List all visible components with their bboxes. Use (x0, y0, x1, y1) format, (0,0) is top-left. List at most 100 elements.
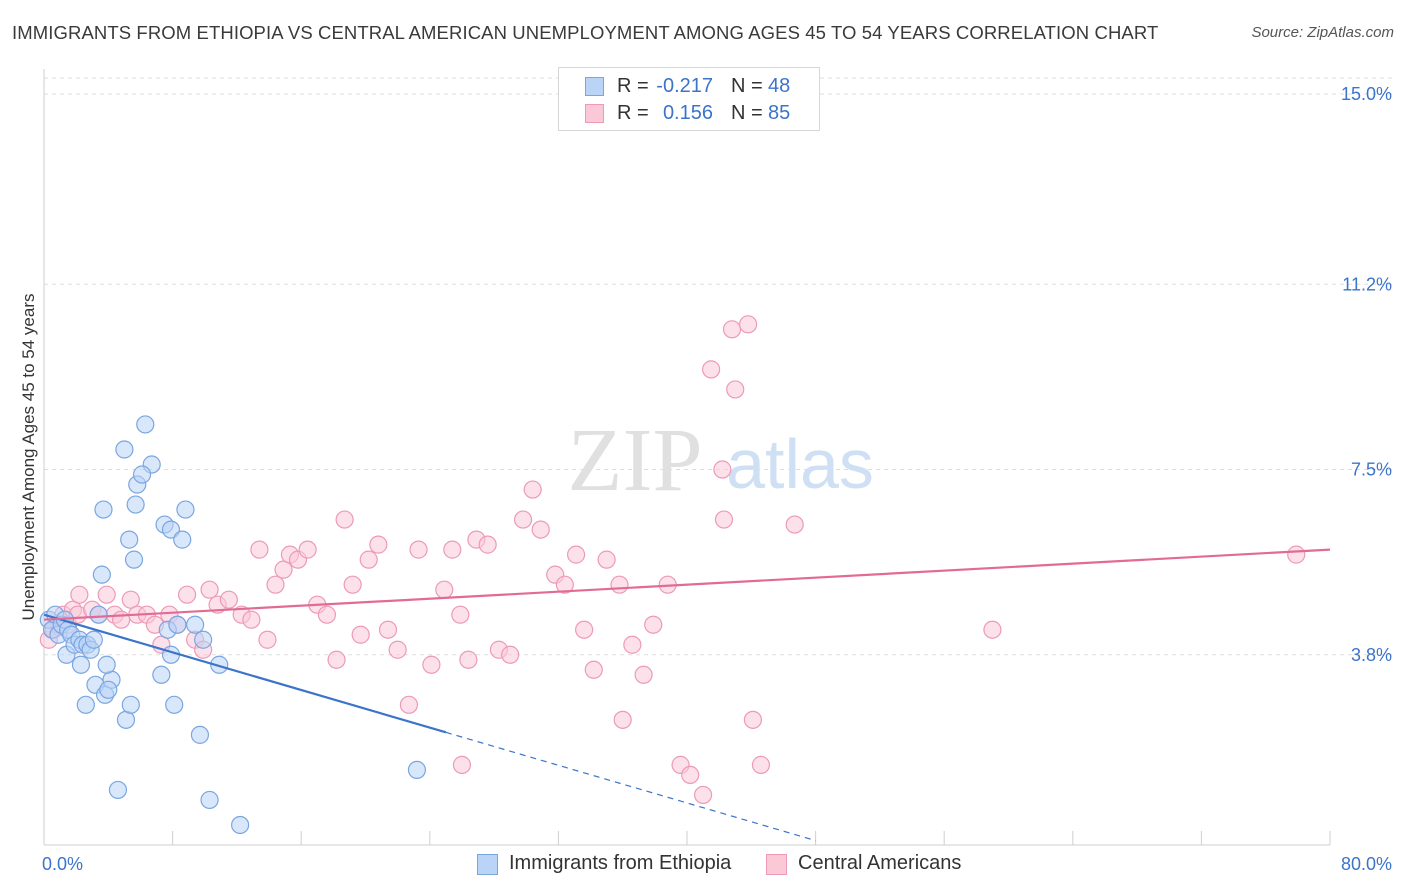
ethiopia-point (76, 695, 95, 714)
ethiopia-point (116, 710, 136, 729)
ethiopia-point (186, 615, 205, 634)
ethiopia-point (194, 630, 213, 649)
legend-swatch-ethiopia (477, 854, 498, 875)
central-americans-point (335, 510, 354, 529)
ethiopia-point (210, 655, 229, 674)
ethiopia-point (231, 815, 250, 835)
chart-title: IMMIGRANTS FROM ETHIOPIA VS CENTRAL AMER… (12, 22, 1159, 43)
central-americans-point (97, 585, 116, 604)
ethiopia-point (92, 565, 111, 584)
ethiopia-point (121, 695, 140, 714)
central-americans-point (523, 480, 542, 499)
n-value: 48 (768, 75, 791, 97)
central-americans-point (327, 650, 346, 669)
central-americans-point (713, 460, 732, 479)
ethiopia-point (115, 440, 134, 459)
ethiopia-point (71, 655, 91, 674)
central-americans-trend-line (43, 548, 1331, 621)
central-americans-point (422, 655, 441, 674)
legend-label-ethiopia: Immigrants from Ethiopia (509, 852, 732, 874)
ethiopia-point (152, 665, 171, 684)
central-americans-point (751, 755, 771, 774)
central-americans-point (644, 615, 663, 634)
ethiopia-point (173, 530, 192, 549)
ethiopia-point (126, 495, 145, 514)
central-americans-point (714, 510, 734, 529)
ethiopia-points (39, 415, 427, 835)
watermark-atlas: atlas (726, 425, 874, 503)
legend-swatch-ethiopia (585, 77, 604, 96)
trend-lines (43, 548, 1331, 842)
y-axis-label: Unemployment Among Ages 45 to 54 years (19, 294, 38, 621)
legend-stats: R = -0.217 N = 48 R = 0.156 N = 85 (558, 67, 820, 131)
legend-swatch-central-americans (766, 854, 787, 875)
y-tick-label: 7.5% (1351, 460, 1392, 480)
central-americans-point (343, 575, 362, 594)
source-text: Source: ZipAtlas.com (1251, 24, 1394, 41)
central-americans-point (378, 620, 398, 639)
central-americans-point (722, 320, 742, 339)
ethiopia-point (136, 415, 155, 434)
central-americans-point (298, 540, 317, 559)
central-americans-point (200, 580, 219, 599)
y-tick-label: 3.8% (1351, 645, 1392, 665)
central-americans-point (785, 515, 804, 534)
central-americans-point (121, 590, 140, 609)
ethiopia-point (120, 530, 139, 549)
ethiopia-trend-line (43, 613, 447, 734)
n-value: 85 (768, 102, 791, 124)
central-americans-point (513, 510, 533, 529)
n-label: N = (731, 102, 763, 124)
central-americans-point (983, 620, 1002, 639)
ethiopia-point (200, 790, 219, 810)
central-americans-point (177, 585, 197, 604)
central-americans-point (584, 660, 603, 679)
central-americans-point (317, 605, 337, 624)
y-tick-label: 11.2% (1342, 274, 1392, 294)
central-americans-point (258, 630, 277, 649)
central-americans-point (501, 645, 520, 664)
central-americans-point (738, 315, 758, 334)
central-americans-point (743, 710, 763, 729)
central-americans-point (399, 695, 419, 714)
ethiopia-point (124, 550, 144, 569)
central-americans-point (459, 650, 478, 669)
central-americans-point (443, 540, 462, 559)
central-americans-point (266, 575, 285, 594)
central-americans-point (531, 520, 550, 539)
central-americans-point (478, 535, 497, 554)
ethiopia-point (99, 680, 118, 699)
x-tick-label-min: 0.0% (42, 854, 83, 874)
central-americans-point (597, 550, 616, 569)
central-americans-point (452, 755, 472, 774)
central-americans-point (613, 710, 632, 729)
central-americans-point (359, 550, 378, 569)
ethiopia-point (407, 760, 427, 780)
central-americans-point (1287, 545, 1306, 564)
x-tick-label-max: 80.0% (1341, 854, 1392, 874)
ethiopia-point (97, 655, 116, 674)
central-americans-point (250, 540, 269, 559)
central-americans-point (702, 360, 721, 379)
central-americans-point (451, 605, 470, 624)
ethiopia-point (132, 465, 152, 484)
watermark-zip: ZIP (568, 411, 703, 510)
axes (43, 69, 1331, 846)
central-americans-point (623, 635, 642, 654)
n-label: N = (731, 75, 763, 97)
central-americans-point (693, 785, 713, 805)
central-americans-point (681, 765, 700, 785)
r-label: R = (617, 75, 649, 97)
ethiopia-point (176, 500, 195, 519)
central-americans-point (575, 620, 594, 639)
central-americans-point (274, 560, 293, 579)
central-americans-point (369, 535, 388, 554)
legend-swatch-central-americans (585, 104, 604, 123)
y-tick-label: 15.0% (1341, 84, 1392, 104)
ethiopia-point (108, 780, 128, 800)
tick-labels: 3.8% 7.5% 11.2% 15.0% 0.0% 80.0% (42, 84, 1392, 874)
central-americans-point (351, 625, 370, 644)
central-americans-point (112, 610, 131, 629)
central-americans-point (409, 540, 428, 559)
